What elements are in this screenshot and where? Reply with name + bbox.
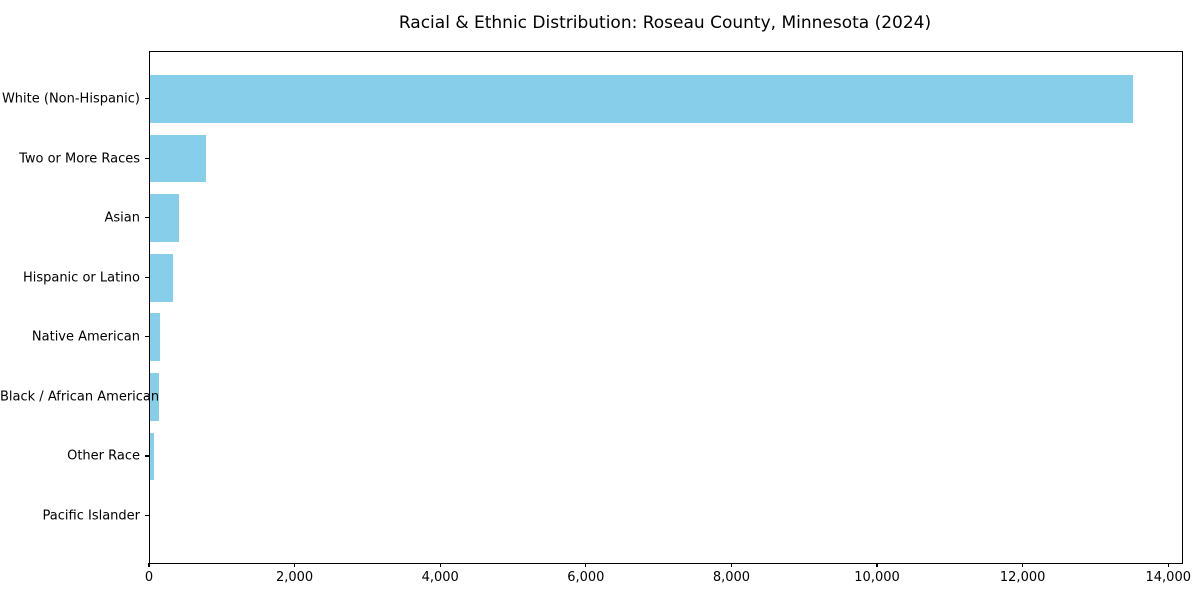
y-tick-mark <box>145 395 149 398</box>
x-tick-mark <box>1022 563 1024 567</box>
x-tick-mark <box>730 563 733 567</box>
bar-white-non-hispanic <box>150 75 1133 123</box>
y-tick-mark <box>145 217 149 219</box>
y-tick-label: Two or More Races <box>19 151 140 167</box>
bar-black-african-american <box>150 373 160 421</box>
y-tick-mark <box>145 336 149 338</box>
y-tick-mark <box>145 455 149 457</box>
y-tick-mark <box>145 276 149 278</box>
y-tick-mark <box>145 514 149 517</box>
x-tick-mark <box>876 563 878 567</box>
x-tick-mark <box>439 563 441 567</box>
y-tick-label: Hispanic or Latino <box>22 270 140 286</box>
x-tick-label: 4,000 <box>421 570 459 585</box>
y-tick-label: Asian <box>104 210 140 226</box>
y-tick-label: White (Non-Hispanic) <box>1 91 140 107</box>
x-tick-label: 12,000 <box>999 570 1046 585</box>
y-tick-label: Black / African American <box>0 389 160 405</box>
bar-asian <box>150 194 180 242</box>
bar-other-race <box>150 432 154 481</box>
bar-native-american <box>150 313 161 362</box>
plot-area <box>149 51 1183 564</box>
x-tick-label: 6,000 <box>567 570 605 585</box>
x-tick-label: 10,000 <box>854 570 900 585</box>
x-tick-label: 14,000 <box>1145 570 1192 585</box>
y-tick-label: Pacific Islander <box>42 508 140 524</box>
x-tick-mark <box>294 563 296 567</box>
bar-hispanic-or-latino <box>150 253 173 302</box>
y-tick-mark <box>145 157 149 159</box>
y-tick-mark <box>145 98 149 100</box>
chart-title: Racial & Ethnic Distribution: Roseau Cou… <box>398 13 932 33</box>
x-tick-label: 8,000 <box>712 570 751 585</box>
bar-two-or-more-races <box>150 134 206 183</box>
y-tick-label: Native American <box>31 329 140 345</box>
x-tick-label: 2,000 <box>275 570 314 585</box>
x-tick-mark <box>1167 563 1169 567</box>
y-tick-label: Other Race <box>67 448 140 464</box>
x-tick-mark <box>585 563 587 567</box>
x-tick-label: 0 <box>144 570 154 585</box>
x-tick-mark <box>148 563 150 567</box>
